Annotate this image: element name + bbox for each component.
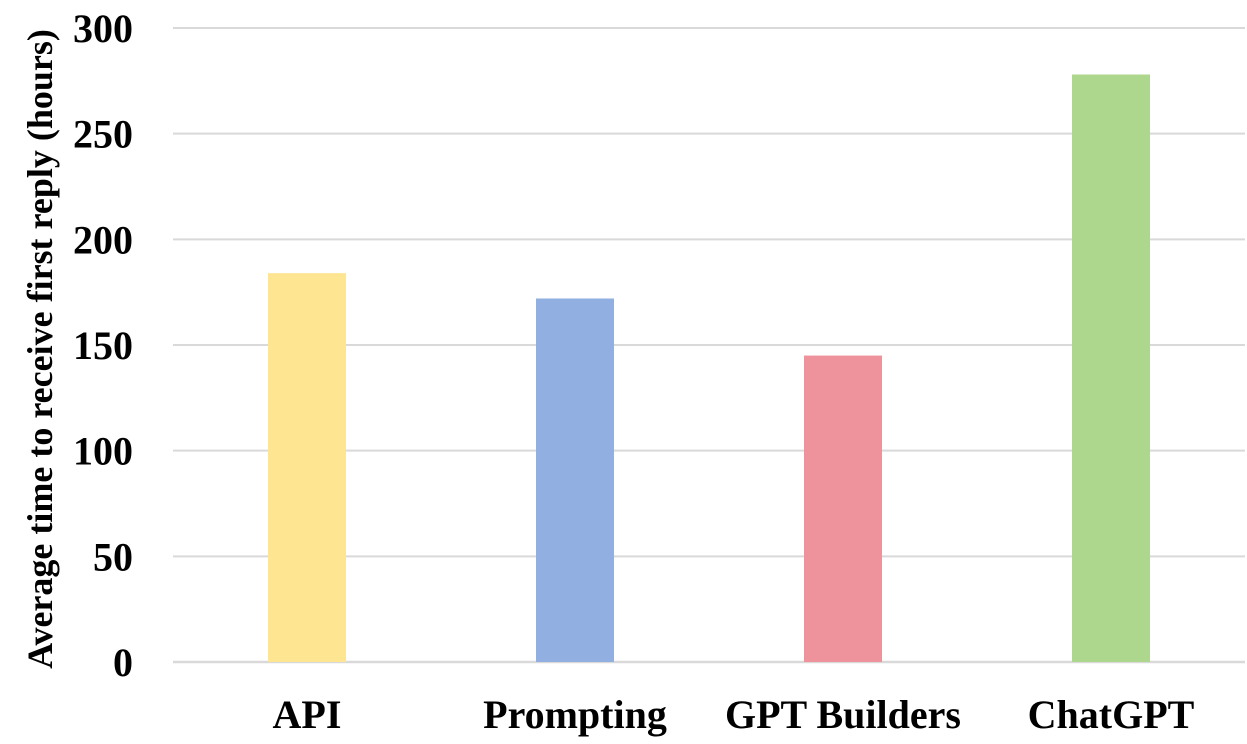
- bars: [268, 74, 1150, 662]
- x-category-label: API: [273, 692, 342, 737]
- y-axis-title: Average time to receive first reply (hou…: [20, 29, 60, 669]
- y-tick-label: 300: [73, 6, 133, 51]
- x-category-label: GPT Builders: [725, 692, 961, 737]
- y-tick-label: 100: [73, 429, 133, 474]
- bar-api: [268, 273, 346, 662]
- bar-gpt-builders: [804, 355, 882, 662]
- y-tick-label: 50: [93, 534, 133, 579]
- y-tick-label: 250: [73, 112, 133, 157]
- x-category-label: Prompting: [483, 692, 667, 737]
- y-tick-labels: 0 50 100 150 200 250 300: [73, 6, 133, 685]
- bar-chatgpt: [1072, 74, 1150, 662]
- y-tick-label: 150: [73, 323, 133, 368]
- y-tick-label: 200: [73, 217, 133, 262]
- bar-prompting: [536, 298, 614, 662]
- x-category-labels: API Prompting GPT Builders ChatGPT: [273, 692, 1195, 737]
- gridlines: [173, 27, 1245, 664]
- x-category-label: ChatGPT: [1028, 692, 1195, 737]
- y-tick-label: 0: [113, 640, 133, 685]
